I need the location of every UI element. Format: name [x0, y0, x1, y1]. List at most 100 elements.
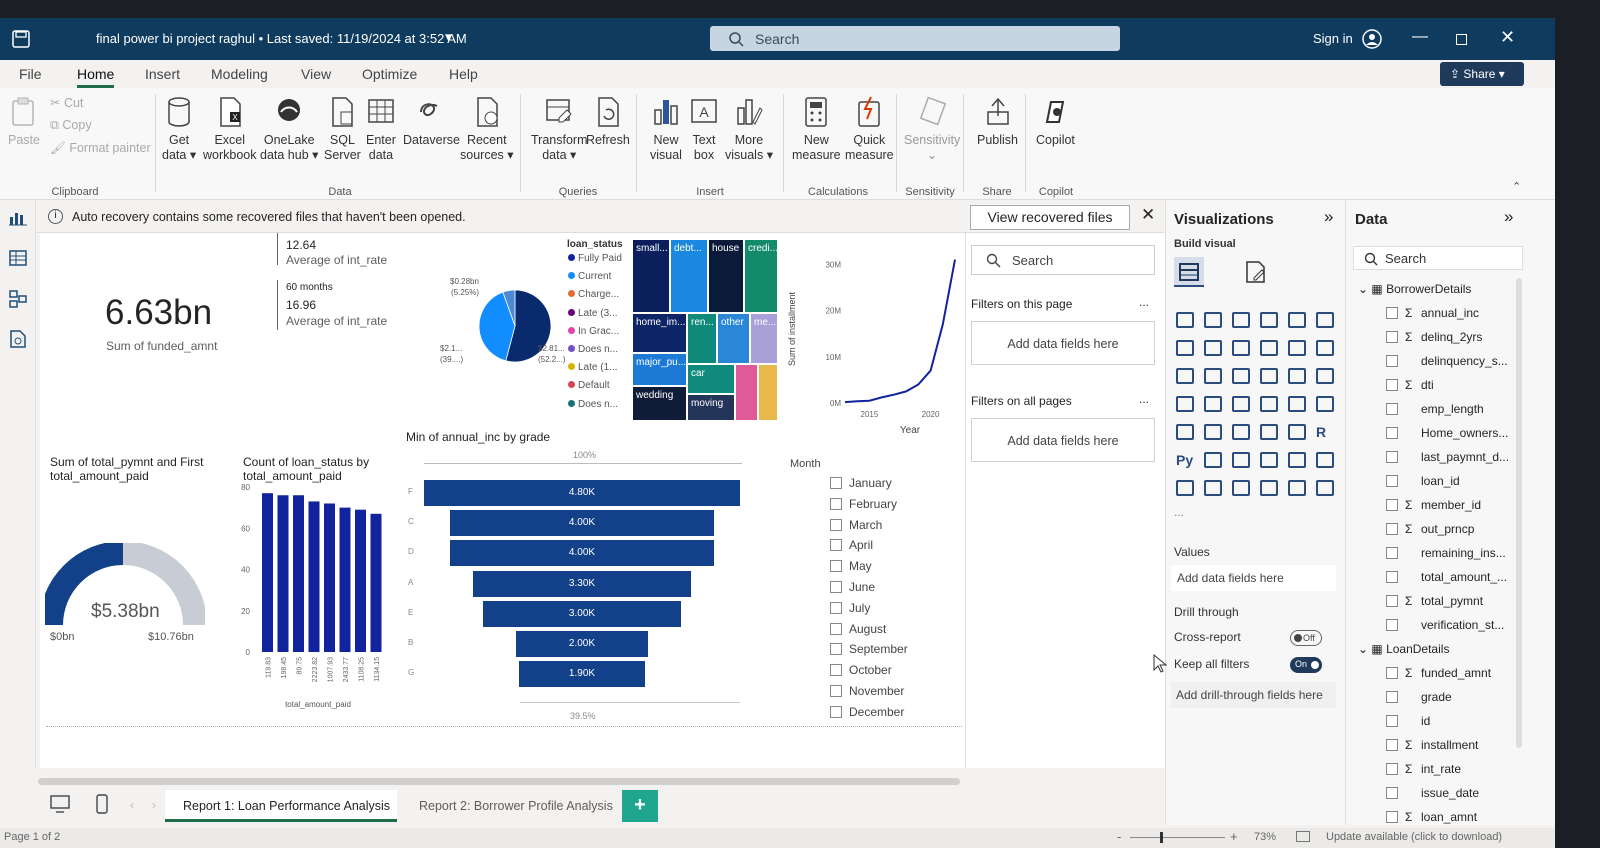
- donut-icon[interactable]: [1288, 368, 1306, 384]
- multirow-card-icon[interactable]: [1176, 424, 1194, 440]
- report-view-icon[interactable]: [9, 210, 27, 226]
- checkbox[interactable]: [830, 518, 842, 531]
- format-painter-button[interactable]: 🖌 Format painter: [50, 141, 151, 155]
- 100-area-icon[interactable]: [1260, 340, 1278, 356]
- treemap-tile[interactable]: wedding: [632, 386, 687, 421]
- search-input[interactable]: Search: [710, 26, 1120, 51]
- copy-button[interactable]: ⧉ Copy: [50, 118, 92, 132]
- menu-help[interactable]: Help: [449, 66, 478, 82]
- model-view-icon[interactable]: [9, 290, 27, 308]
- more-options-icon[interactable]: ...: [1139, 295, 1150, 309]
- chevron-icon[interactable]: [1316, 480, 1334, 496]
- column-bar[interactable]: [277, 495, 289, 652]
- decomposition-icon[interactable]: [1232, 452, 1250, 468]
- 100-column-icon[interactable]: [1316, 312, 1334, 328]
- recent-sources-button[interactable]: Recent sources ▾: [460, 96, 514, 163]
- chevron-down-icon[interactable]: ⌄: [1358, 642, 1372, 656]
- shape-map-icon[interactable]: [1232, 396, 1250, 412]
- checkbox[interactable]: [830, 539, 842, 552]
- maximize-icon[interactable]: [1456, 34, 1467, 45]
- r-visual-icon[interactable]: R: [1316, 424, 1327, 440]
- narrative-icon[interactable]: [1288, 452, 1306, 468]
- checkbox[interactable]: [1386, 739, 1398, 751]
- line-column-icon[interactable]: [1288, 340, 1306, 356]
- all-pages-filter-drop-zone[interactable]: Add data fields here: [971, 418, 1155, 462]
- checkbox[interactable]: [1386, 787, 1398, 799]
- checkbox[interactable]: [1386, 403, 1398, 415]
- horizontal-scrollbar[interactable]: [38, 778, 960, 785]
- checkbox[interactable]: [830, 601, 842, 614]
- dataverse-button[interactable]: Dataverse: [403, 96, 460, 148]
- onelake-button[interactable]: OneLake data hub ▾: [260, 96, 318, 163]
- menu-view[interactable]: View: [301, 66, 332, 82]
- funnel-icon[interactable]: [1204, 368, 1222, 384]
- payment-gauge[interactable]: [45, 543, 205, 643]
- checkbox[interactable]: [1386, 427, 1398, 439]
- format-visual-icon[interactable]: [1244, 260, 1268, 284]
- checkbox[interactable]: [1386, 715, 1398, 727]
- funnel-bar[interactable]: 1.90K: [519, 661, 645, 688]
- fit-page-icon[interactable]: [1296, 831, 1310, 842]
- checkbox[interactable]: [1386, 475, 1398, 487]
- key-influencers-icon[interactable]: [1204, 452, 1222, 468]
- table-node[interactable]: ⌄ ▦ LoanDetails: [1358, 642, 1449, 662]
- table-view-icon[interactable]: [9, 250, 27, 266]
- checkbox[interactable]: [830, 622, 842, 635]
- installment-line[interactable]: [844, 259, 956, 404]
- checkbox[interactable]: [1386, 595, 1398, 607]
- stacked-bar-icon[interactable]: [1176, 312, 1194, 328]
- data-search-input[interactable]: Search: [1353, 246, 1523, 270]
- transform-data-button[interactable]: Transform data ▾: [531, 96, 588, 163]
- checkbox[interactable]: [830, 477, 842, 489]
- column-bar[interactable]: [262, 493, 273, 652]
- month-slicer-item[interactable]: September: [830, 642, 908, 656]
- checkbox[interactable]: [1386, 619, 1398, 631]
- treemap-tile[interactable]: major_pu...: [632, 353, 687, 386]
- column-bar[interactable]: [370, 513, 382, 652]
- filters-search[interactable]: Search: [971, 245, 1155, 275]
- checkbox[interactable]: [1386, 355, 1398, 367]
- checkbox[interactable]: [1386, 331, 1398, 343]
- save-icon[interactable]: [12, 30, 30, 48]
- month-slicer-item[interactable]: October: [830, 663, 892, 677]
- field-item[interactable]: id: [1386, 714, 1430, 734]
- arcgis-icon[interactable]: [1260, 480, 1278, 496]
- drill-through-drop-zone[interactable]: Add drill-through fields here: [1171, 682, 1336, 708]
- publish-button[interactable]: Publish: [977, 96, 1018, 148]
- treemap-tile[interactable]: home_im...: [632, 313, 687, 353]
- treemap-tile[interactable]: ren...: [687, 313, 717, 364]
- table-icon[interactable]: [1260, 424, 1278, 440]
- pie-icon[interactable]: [1260, 368, 1278, 384]
- pie-slice[interactable]: [502, 289, 516, 327]
- month-slicer-item[interactable]: November: [830, 684, 904, 698]
- month-slicer-item[interactable]: January: [830, 476, 892, 490]
- checkbox[interactable]: [830, 560, 842, 573]
- checkbox[interactable]: [1386, 667, 1398, 679]
- values-drop-zone[interactable]: Add data fields here: [1171, 565, 1336, 591]
- power-automate-icon[interactable]: [1232, 480, 1250, 496]
- scrollbar[interactable]: [1516, 278, 1522, 748]
- stacked-area-icon[interactable]: [1232, 340, 1250, 356]
- month-slicer-item[interactable]: March: [830, 518, 882, 532]
- checkbox[interactable]: [830, 497, 842, 510]
- column-bar[interactable]: [339, 507, 351, 652]
- keep-filters-toggle[interactable]: On: [1290, 657, 1322, 673]
- month-slicer-item[interactable]: December: [830, 705, 904, 719]
- chevron-down-icon[interactable]: ⌄: [1358, 282, 1372, 296]
- menu-optimize[interactable]: Optimize: [362, 66, 418, 82]
- funnel-bar[interactable]: 4.00K: [450, 540, 714, 567]
- excel-workbook-button[interactable]: X Excel workbook: [203, 96, 257, 163]
- checkbox[interactable]: [1386, 547, 1398, 559]
- funnel-bar[interactable]: 3.30K: [473, 570, 691, 597]
- zoom-out-icon[interactable]: -: [1117, 829, 1122, 844]
- page-filter-drop-zone[interactable]: Add data fields here: [971, 321, 1155, 365]
- zoom-slider-track[interactable]: [1130, 837, 1225, 838]
- minimize-icon[interactable]: —: [1412, 28, 1428, 45]
- tab-report-2[interactable]: Report 2: Borrower Profile Analysis: [419, 799, 613, 813]
- loan-status-pie-chart[interactable]: [440, 268, 590, 378]
- slicer-icon[interactable]: [1232, 424, 1250, 440]
